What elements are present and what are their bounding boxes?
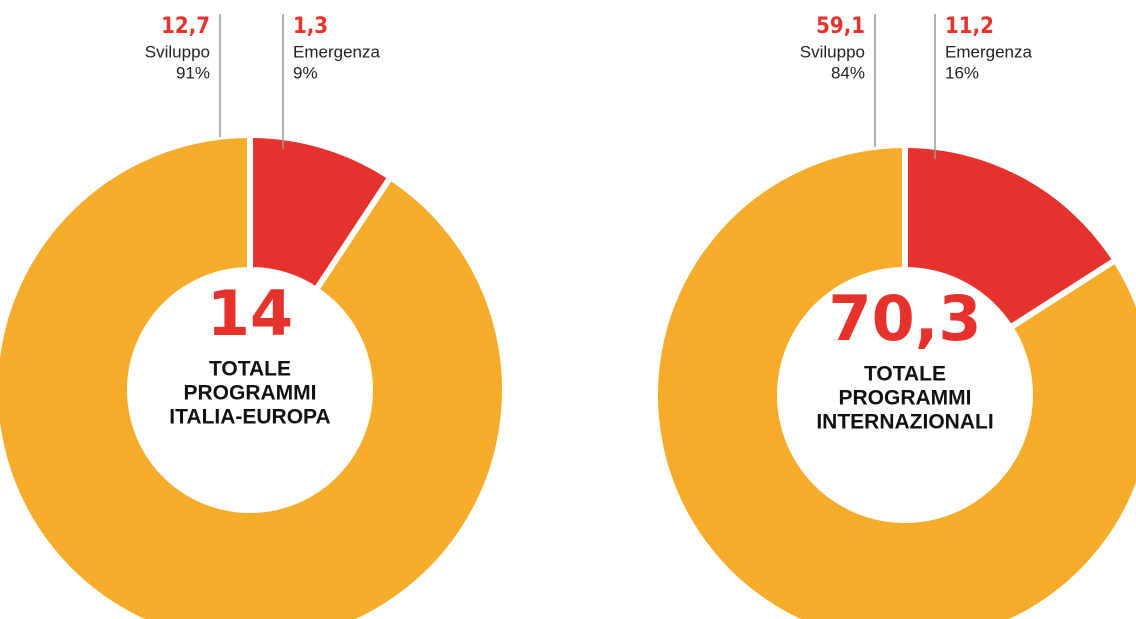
center-label: TOTALE [864,363,946,386]
center-label: TOTALE [209,358,291,381]
percentage-label: 84% [831,63,865,82]
total-value: 70,3 [829,282,982,355]
center-label: ITALIA-EUROPA [169,406,330,429]
category-label: Emergenza [293,42,380,61]
category-label: Sviluppo [145,42,210,61]
value-label: 11,2 [945,14,994,39]
percentage-label: 16% [945,63,979,82]
donut-hole [780,270,1030,520]
center-label: INTERNAZIONALI [816,411,993,434]
value-label: 12,7 [161,14,210,39]
percentage-label: 9% [293,63,318,82]
value-label: 1,3 [293,14,328,39]
center-label: PROGRAMMI [839,387,972,410]
total-value: 14 [207,277,293,350]
category-label: Sviluppo [800,42,865,61]
value-label: 59,1 [816,14,865,39]
category-label: Emergenza [945,42,1032,61]
center-label: PROGRAMMI [184,382,317,405]
percentage-label: 91% [176,63,210,82]
donut-hole [130,270,370,510]
